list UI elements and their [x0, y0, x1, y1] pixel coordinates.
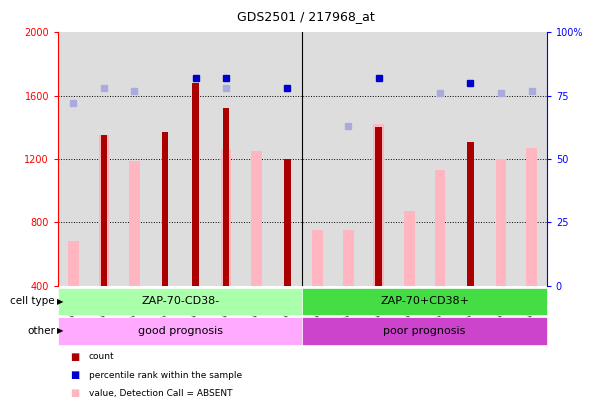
Text: poor prognosis: poor prognosis	[384, 326, 466, 336]
Text: good prognosis: good prognosis	[137, 326, 223, 336]
Bar	[100, 135, 108, 286]
Bar	[343, 230, 354, 286]
Bar	[98, 135, 109, 286]
Text: cell type: cell type	[10, 296, 55, 306]
Bar	[375, 127, 382, 286]
Text: value, Detection Call = ABSENT: value, Detection Call = ABSENT	[89, 389, 232, 398]
Bar	[223, 109, 230, 286]
Text: other: other	[27, 326, 55, 336]
Bar	[68, 241, 79, 286]
Text: ▶: ▶	[57, 326, 64, 335]
Bar	[302, 288, 547, 315]
Bar	[251, 151, 262, 286]
Bar	[129, 160, 140, 286]
Text: ■: ■	[70, 370, 79, 380]
Bar	[302, 317, 547, 345]
Text: ZAP-70+CD38+: ZAP-70+CD38+	[380, 296, 469, 306]
Text: ZAP-70-CD38-: ZAP-70-CD38-	[141, 296, 219, 306]
Bar	[467, 142, 474, 286]
Bar	[404, 211, 415, 286]
Bar	[58, 317, 302, 345]
Bar	[496, 159, 507, 286]
Bar	[526, 148, 537, 286]
Bar	[434, 170, 445, 286]
Bar	[284, 159, 291, 286]
Bar	[373, 124, 384, 286]
Bar	[312, 230, 323, 286]
Text: GDS2501 / 217968_at: GDS2501 / 217968_at	[236, 10, 375, 23]
Bar	[161, 132, 169, 286]
Text: ■: ■	[70, 388, 79, 398]
Bar	[192, 83, 199, 286]
Text: ■: ■	[70, 352, 79, 362]
Text: count: count	[89, 352, 114, 361]
Bar	[58, 288, 302, 315]
Text: percentile rank within the sample: percentile rank within the sample	[89, 371, 242, 379]
Text: ▶: ▶	[57, 297, 64, 306]
Bar	[221, 149, 232, 286]
